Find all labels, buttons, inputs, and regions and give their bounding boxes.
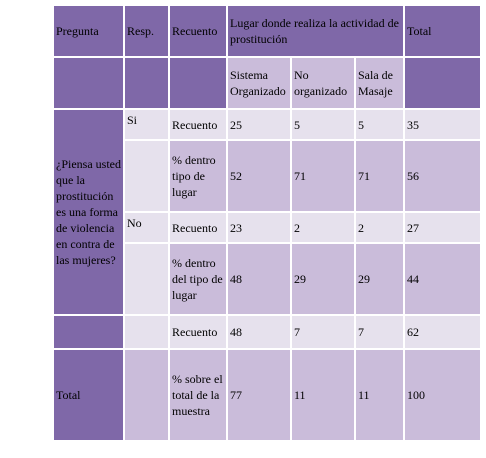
subheader-sala: Sala de Masaje [353, 56, 406, 110]
no-recuento-sistema: 23 [226, 211, 292, 244]
si-pct-no-organizado: 71 [290, 139, 356, 213]
subheader-no-organizado: No organizado [290, 56, 356, 110]
no-recuento-row: No Recuento 23 2 2 27 [53, 211, 483, 244]
subheader-row: Sistema Organizado No organizado Sala de… [52, 56, 483, 110]
header-row: Pregunta Resp. Recuento Lugar donde real… [52, 4, 483, 58]
no-pct-total: 44 [403, 242, 483, 316]
si-recuento-sistema: 25 [226, 108, 292, 141]
no-pct-row: % dentro del tipo de lugar 48 29 29 44 [53, 242, 483, 316]
header-recuento: Recuento [168, 4, 228, 58]
no-recuento-total: 27 [403, 211, 483, 244]
si-recuento-label: Recuento [168, 108, 228, 141]
si-pct-row: % dentro tipo de lugar 52 71 71 56 [53, 139, 483, 213]
subheader-sistema: Sistema Organizado [226, 56, 292, 110]
total-pct-row: Total % sobre el total de la muestra 77 … [52, 348, 483, 442]
subheader-empty-pregunta [52, 56, 125, 110]
no-pct-label: % dentro del tipo de lugar [168, 242, 228, 316]
no-recuento-label: Recuento [168, 211, 228, 244]
si-recuento-no-organizado: 5 [290, 108, 356, 141]
crosstab-table: Pregunta Resp. Recuento Lugar donde real… [52, 4, 483, 442]
no-resp: No [123, 211, 170, 244]
si-resp: Si [123, 108, 170, 141]
total-recuento-label: Recuento [168, 314, 228, 350]
si-recuento-total: 35 [403, 108, 483, 141]
subheader-empty-recuento [168, 56, 228, 110]
header-resp: Resp. [123, 4, 170, 58]
no-pct-sistema: 48 [226, 242, 292, 316]
header-total: Total [403, 4, 483, 58]
crosstab-container: Pregunta Resp. Recuento Lugar donde real… [52, 4, 483, 442]
no-pct-no-organizado: 29 [290, 242, 356, 316]
no-pct-resp-empty [123, 242, 170, 316]
total-pct-label: % sobre el total de la muestra [168, 348, 228, 442]
total-pct-resp-empty [123, 348, 170, 442]
si-recuento-row: ¿Piensa usted que la prostitución es una… [52, 108, 483, 316]
subheader-empty-total [403, 56, 483, 110]
subheader-empty-resp [123, 56, 170, 110]
question-cell: ¿Piensa usted que la prostitución es una… [52, 108, 125, 316]
total-pct-sala: 11 [353, 348, 406, 442]
total-pct-sistema: 77 [226, 348, 292, 442]
total-pct-no-organizado: 11 [290, 348, 356, 442]
si-pct-resp-empty [123, 139, 170, 213]
header-lugar: Lugar donde realiza la actividad de pros… [225, 4, 406, 58]
si-pct-label: % dentro tipo de lugar [168, 139, 228, 213]
total-recuento-row: Recuento 48 7 7 62 [52, 314, 483, 350]
total-recuento-total: 62 [403, 314, 483, 350]
total-label: Total [52, 348, 125, 442]
si-pct-total: 56 [403, 139, 483, 213]
total-recuento-sala: 7 [353, 314, 406, 350]
total-recuento-sistema: 48 [226, 314, 292, 350]
si-pct-sala: 71 [353, 139, 406, 213]
no-recuento-sala: 2 [353, 211, 406, 244]
si-pct-sistema: 52 [226, 139, 292, 213]
si-recuento-sala: 5 [353, 108, 406, 141]
total-recuento-pregunta-empty [52, 314, 125, 350]
total-pct-total: 100 [403, 348, 483, 442]
no-recuento-no-organizado: 2 [290, 211, 356, 244]
total-recuento-no-organizado: 7 [290, 314, 356, 350]
total-recuento-resp-empty [123, 314, 170, 350]
no-pct-sala: 29 [353, 242, 406, 316]
header-pregunta: Pregunta [52, 4, 125, 58]
